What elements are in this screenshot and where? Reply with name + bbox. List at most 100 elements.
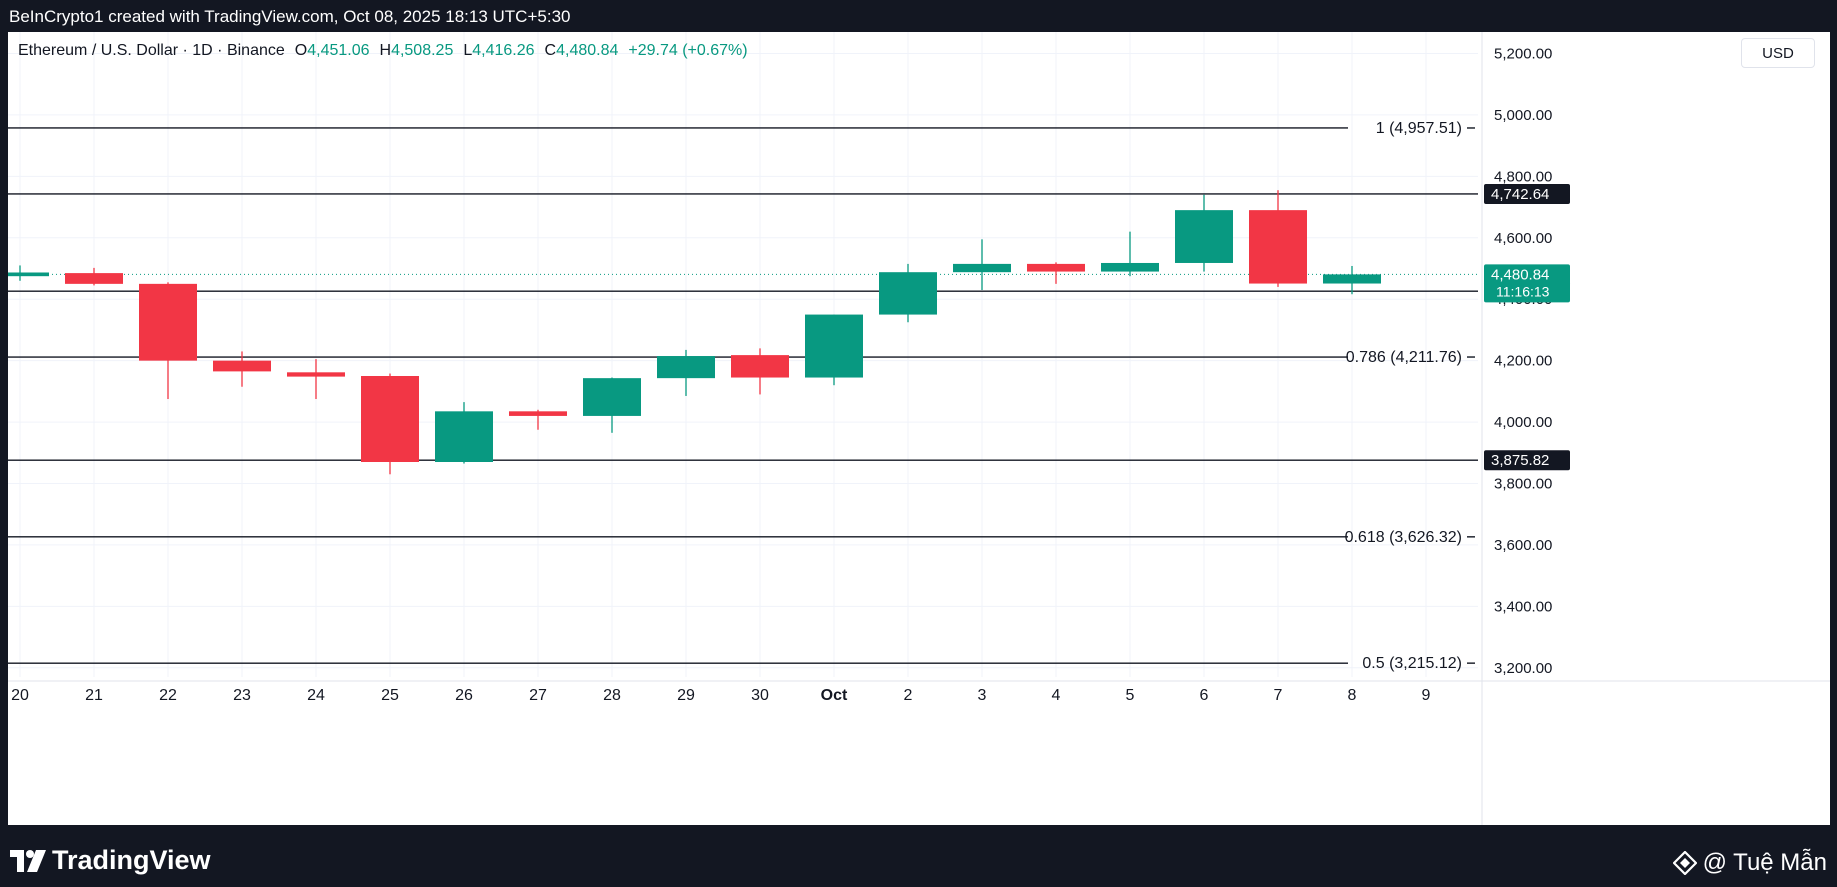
candle[interactable] xyxy=(1101,231,1159,277)
x-tick-label: 28 xyxy=(603,687,621,704)
open-label: O xyxy=(294,42,308,59)
y-tick-label: 3,600.00 xyxy=(1494,537,1552,554)
x-tick-label: 22 xyxy=(159,687,177,704)
candle-body xyxy=(213,360,271,372)
candle-body xyxy=(361,376,419,462)
ohlc-legend: Ethereum / U.S. Dollar · 1D · Binance O … xyxy=(18,42,748,60)
tradingview-logo-icon xyxy=(10,849,46,872)
x-tick-label: 26 xyxy=(455,687,473,704)
price-chart[interactable]: 1 (4,957.51) 0.786 (4,211.76) 0.618 (3,626… xyxy=(8,32,1830,825)
candle[interactable] xyxy=(1323,265,1381,295)
x-tick-label: 4 xyxy=(1052,687,1061,704)
tradingview-logo-text: TradingView xyxy=(52,845,211,875)
level-price-tag-label: 3,875.82 xyxy=(1491,452,1549,469)
candle[interactable] xyxy=(213,351,271,387)
grid-layer xyxy=(8,32,1478,677)
high-value: 4,508.25 xyxy=(391,42,454,59)
y-tick-label: 4,800.00 xyxy=(1494,168,1552,185)
candle[interactable] xyxy=(509,409,567,430)
candle[interactable] xyxy=(657,349,715,396)
x-tick-label: 3 xyxy=(978,687,987,704)
candle[interactable] xyxy=(1027,262,1085,284)
fib-level-label: 0.786 (4,211.76) xyxy=(1346,349,1462,366)
candle[interactable] xyxy=(731,348,789,395)
x-tick-label: 24 xyxy=(307,687,325,704)
candle-body xyxy=(953,263,1011,273)
x-tick-label: 8 xyxy=(1348,687,1357,704)
level-price-tag xyxy=(1484,450,1570,471)
open-value: 4,451.06 xyxy=(307,42,370,59)
x-tick-label: 23 xyxy=(233,687,251,704)
candle[interactable] xyxy=(287,359,345,400)
candle[interactable] xyxy=(435,402,493,464)
candle-body xyxy=(657,356,715,379)
y-tick-label: 3,200.00 xyxy=(1494,660,1552,677)
y-tick-label: 3,400.00 xyxy=(1494,598,1552,615)
current-price-tag xyxy=(1484,264,1570,303)
candle-body xyxy=(1027,263,1085,272)
candle[interactable] xyxy=(805,314,863,386)
x-tick-label: 6 xyxy=(1200,687,1209,704)
x-tick-label: 9 xyxy=(1422,687,1431,704)
candle-body xyxy=(805,314,863,378)
x-tick-label: 29 xyxy=(677,687,695,704)
candle-body xyxy=(139,283,197,361)
x-tick-label: 5 xyxy=(1126,687,1135,704)
candle-body xyxy=(65,273,123,284)
x-tick-label: Oct xyxy=(821,687,848,704)
candle-body xyxy=(879,272,937,315)
level-price-tag xyxy=(1484,183,1570,204)
candle-body xyxy=(1249,210,1307,284)
chart-caption: BeInCrypto1 created with TradingView.com… xyxy=(9,7,571,26)
author-name: @ Tuệ Mẫn xyxy=(1702,849,1827,876)
candle[interactable] xyxy=(953,239,1011,290)
symbol-title[interactable]: Ethereum / U.S. Dollar · 1D · Binance xyxy=(18,42,285,59)
candle[interactable] xyxy=(139,282,197,400)
y-tick-label: 3,800.00 xyxy=(1494,476,1552,493)
level-layer: 1 (4,957.51) 0.786 (4,211.76) 0.618 (3,626… xyxy=(8,120,1478,672)
candle-body xyxy=(583,378,641,416)
x-tick-label: 20 xyxy=(11,687,29,704)
candle-body xyxy=(509,411,567,416)
candle[interactable] xyxy=(879,263,937,323)
diamond-icon xyxy=(1672,851,1697,875)
candle[interactable] xyxy=(583,377,641,433)
candle-countdown-label: 11:16:13 xyxy=(1496,283,1550,299)
candle[interactable] xyxy=(1249,190,1307,287)
close-label: C xyxy=(544,42,557,59)
candle[interactable] xyxy=(65,267,123,286)
x-tick-label: 7 xyxy=(1274,687,1283,704)
candle-body xyxy=(435,411,493,462)
candle[interactable] xyxy=(1175,194,1233,272)
candle-layer xyxy=(8,190,1381,475)
candle-body xyxy=(1323,274,1381,284)
candle-body xyxy=(287,372,345,377)
x-tick-label: 25 xyxy=(381,687,399,704)
level-price-tag-label: 4,742.64 xyxy=(1491,186,1549,203)
x-tick-label: 2 xyxy=(904,687,913,704)
fib-level-label: 0.5 (3,215.12) xyxy=(1362,655,1462,672)
axis-layer: 3,200.00 3,400.00 3,600.00 3,800.00 4,000.00… xyxy=(8,32,1830,825)
y-tick-label: 4,200.00 xyxy=(1494,353,1552,370)
x-tick-label: 27 xyxy=(529,687,547,704)
low-value: 4,416.26 xyxy=(472,42,535,59)
x-tick-label: 30 xyxy=(751,687,769,704)
high-label: H xyxy=(379,42,392,59)
fib-level-label: 0.618 (3,626.32) xyxy=(1345,529,1462,546)
footer: TradingView @ Tuệ Mẫn xyxy=(0,825,1837,887)
author-credit: @ Tuệ Mẫn xyxy=(1672,849,1827,877)
candle-body xyxy=(8,272,49,277)
y-tick-label: 4,000.00 xyxy=(1494,414,1552,431)
fib-level-label: 1 (4,957.51) xyxy=(1376,120,1462,137)
close-value: 4,480.84 xyxy=(556,42,619,59)
candle[interactable] xyxy=(361,373,419,475)
tradingview-logo[interactable]: TradingView xyxy=(10,845,211,876)
y-tick-label: 4,600.00 xyxy=(1494,230,1552,247)
current-price-tag-label: 4,480.84 xyxy=(1491,266,1549,283)
chart-frame[interactable]: 1 (4,957.51) 0.786 (4,211.76) 0.618 (3,626… xyxy=(8,32,1830,825)
candle[interactable] xyxy=(8,265,49,281)
low-label: L xyxy=(463,42,473,59)
candle-body xyxy=(1175,210,1233,263)
currency-button[interactable]: USD xyxy=(1741,38,1815,68)
